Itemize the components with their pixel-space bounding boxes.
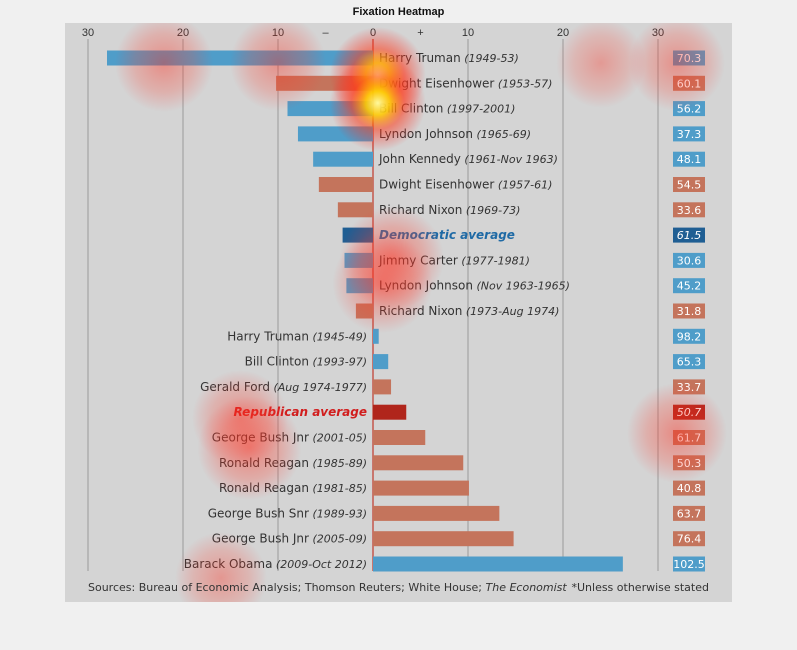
heatmap-blob (192, 370, 288, 466)
heatmap-blob (175, 532, 267, 602)
bar-label: Dwight Eisenhower (1957-61) (379, 178, 552, 192)
footnote: *Unless otherwise stated (571, 581, 709, 594)
bar-label-period: (1973-Aug 1974) (462, 305, 559, 318)
heatmap-blob (627, 383, 727, 483)
bar-label-period: (1981-85) (309, 482, 367, 495)
side-value: 31.8 (677, 305, 702, 318)
side-value-badge (673, 278, 705, 294)
bar-label: John Kennedy (1961-Nov 1963) (378, 152, 558, 166)
bar-label-period: (1989-93) (309, 507, 367, 520)
bar (373, 455, 464, 471)
bar-chart: 302010–0+102030Harry Truman (1949-53)70.… (82, 23, 727, 602)
bar (373, 328, 379, 344)
side-value: 65.3 (677, 356, 702, 369)
bar-label-period: (2009-Oct 2012) (272, 558, 367, 571)
heatmap-blob (115, 23, 213, 112)
chart-panel: 302010–0+102030Harry Truman (1949-53)70.… (65, 23, 732, 602)
bar-label-period: (1997-2001) (443, 103, 515, 116)
x-tick-label: – (322, 27, 329, 39)
side-value-badge (673, 126, 705, 142)
bar (373, 354, 389, 370)
bar-label: Bill Clinton (1993-97) (245, 355, 367, 369)
side-value-badge (673, 354, 705, 370)
bar-label: Harry Truman (1945-49) (227, 329, 367, 343)
side-value: 40.8 (677, 482, 702, 495)
side-value: 33.6 (677, 204, 702, 217)
side-value-badge (673, 227, 705, 243)
bar-label-period: (Aug 1974-1977) (270, 381, 367, 394)
bar (313, 151, 373, 167)
sources-note: Sources: Bureau of Economic Analysis; Th… (88, 581, 567, 594)
side-value-badge (673, 252, 705, 268)
side-value: 48.1 (677, 153, 702, 166)
bar-label: George Bush Snr (1989-93) (208, 506, 367, 520)
side-value-badge (673, 328, 705, 344)
side-value-badge (673, 556, 705, 572)
bar (337, 202, 373, 218)
bar-label-period: (1993-97) (309, 356, 367, 369)
sources-text: Sources: Bureau of Economic Analysis; Th… (88, 581, 486, 594)
side-value: 37.3 (677, 128, 702, 141)
bar-label-period: (Nov 1963-1965) (473, 280, 570, 293)
side-value-badge (673, 531, 705, 547)
bar (373, 379, 392, 395)
bar-label-period: (2005-09) (309, 533, 367, 546)
side-value: 76.4 (677, 533, 702, 546)
bar-label-period: (1949-53) (461, 52, 519, 65)
side-value-badge (673, 303, 705, 319)
bar-label-period: (1969-73) (462, 204, 520, 217)
bar-label-period: (1961-Nov 1963) (461, 153, 558, 166)
x-tick-label: 10 (462, 27, 474, 39)
bar (373, 556, 623, 572)
bar-label-period: (1965-69) (473, 128, 531, 141)
side-value-badge (673, 177, 705, 192)
heatmap-blob (629, 23, 725, 111)
bar-label-name: Bill Clinton (245, 355, 309, 369)
bar-label-period: (1945-49) (309, 330, 367, 343)
bar (373, 531, 514, 547)
side-value: 63.7 (677, 507, 702, 520)
side-value-badge (673, 151, 705, 167)
bar-label-period: (1957-61) (494, 179, 552, 192)
bar (373, 505, 500, 521)
side-value: 102.5 (673, 558, 705, 571)
figure-title: Fixation Heatmap (352, 6, 445, 18)
bar-label-period: (1985-89) (309, 457, 367, 470)
bar-label-name: Dwight Eisenhower (379, 178, 494, 192)
bar-label-name: Harry Truman (227, 329, 309, 343)
side-value: 45.2 (677, 280, 702, 293)
bar-label-period: (2001-05) (309, 432, 367, 445)
side-value: 98.2 (677, 330, 702, 343)
side-value: 54.5 (677, 179, 702, 192)
bar (373, 404, 407, 420)
x-tick-label: + (417, 27, 423, 39)
bar-label-name: George Bush Snr (208, 506, 309, 520)
x-tick-label: 30 (82, 27, 94, 39)
bar (318, 177, 373, 192)
heatmap-blob (230, 23, 326, 111)
bar-label-period: (1953-57) (494, 77, 552, 90)
heatmap-blob (332, 233, 433, 333)
heatmap-blob (556, 23, 646, 108)
side-value-badge (673, 505, 705, 521)
heatmap-blob (329, 55, 426, 151)
side-value-badge (673, 202, 705, 218)
bar-label-name: John Kennedy (378, 152, 461, 166)
side-value-badge (673, 480, 705, 496)
bar (373, 430, 426, 445)
bar-label-period: (1977-1981) (458, 254, 530, 267)
bar (373, 480, 469, 496)
side-value: 61.5 (677, 229, 702, 242)
side-value: 30.6 (677, 254, 702, 267)
sources-publication: The Economist (485, 581, 567, 594)
